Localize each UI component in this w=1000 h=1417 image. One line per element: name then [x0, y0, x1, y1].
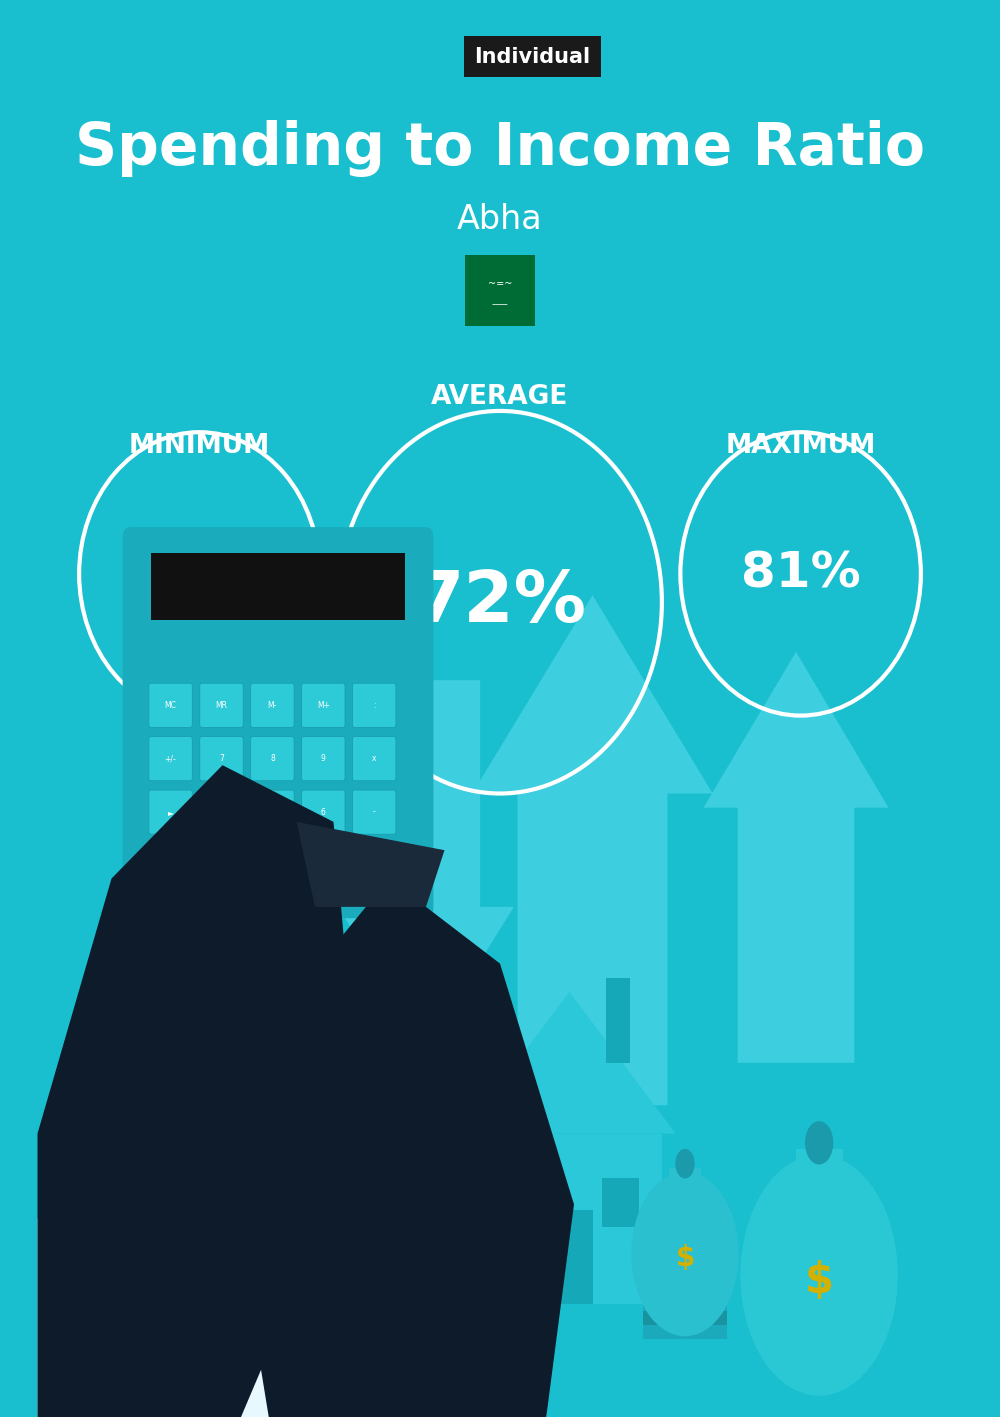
Text: M-: M- — [268, 701, 277, 710]
FancyBboxPatch shape — [200, 843, 243, 887]
FancyBboxPatch shape — [302, 683, 345, 727]
Text: MC: MC — [165, 701, 177, 710]
FancyBboxPatch shape — [149, 843, 192, 887]
Text: ~=~: ~=~ — [488, 278, 512, 289]
Text: 2: 2 — [270, 862, 275, 870]
Text: 7: 7 — [219, 754, 224, 764]
Text: M+: M+ — [317, 701, 330, 710]
FancyBboxPatch shape — [251, 846, 294, 890]
Polygon shape — [222, 1190, 546, 1417]
FancyBboxPatch shape — [465, 255, 535, 326]
FancyBboxPatch shape — [200, 683, 243, 727]
FancyBboxPatch shape — [353, 683, 396, 727]
Circle shape — [631, 1172, 739, 1336]
Text: :: : — [373, 701, 375, 710]
FancyBboxPatch shape — [643, 1322, 727, 1339]
Text: ——: —— — [492, 300, 508, 309]
FancyBboxPatch shape — [302, 737, 345, 781]
Polygon shape — [477, 1134, 662, 1304]
Circle shape — [675, 1149, 695, 1179]
Circle shape — [740, 1155, 898, 1396]
Text: .: . — [271, 863, 274, 873]
Text: $: $ — [675, 1244, 695, 1272]
FancyBboxPatch shape — [643, 1294, 727, 1311]
Text: 81%: 81% — [741, 550, 860, 598]
Text: Abha: Abha — [457, 203, 543, 237]
FancyBboxPatch shape — [200, 791, 243, 835]
FancyBboxPatch shape — [123, 527, 433, 918]
FancyBboxPatch shape — [302, 843, 345, 887]
Text: ►: ► — [168, 808, 174, 816]
FancyBboxPatch shape — [149, 846, 192, 890]
Polygon shape — [338, 680, 514, 1049]
Text: Individual: Individual — [474, 47, 590, 67]
Text: x: x — [372, 754, 376, 764]
FancyBboxPatch shape — [251, 683, 294, 727]
Text: +/-: +/- — [165, 754, 176, 764]
Polygon shape — [241, 879, 574, 1417]
Text: 6: 6 — [321, 808, 326, 816]
FancyBboxPatch shape — [251, 737, 294, 781]
Text: 8: 8 — [270, 754, 275, 764]
FancyBboxPatch shape — [251, 843, 294, 887]
FancyBboxPatch shape — [200, 737, 243, 781]
Text: AVERAGE: AVERAGE — [431, 384, 569, 410]
Text: Spending to Income Ratio: Spending to Income Ratio — [75, 120, 925, 177]
Polygon shape — [472, 595, 713, 1105]
Text: $: $ — [805, 1260, 834, 1302]
FancyBboxPatch shape — [149, 737, 192, 781]
Polygon shape — [704, 652, 888, 1063]
FancyBboxPatch shape — [602, 1178, 639, 1227]
Text: -: - — [373, 808, 376, 816]
FancyBboxPatch shape — [514, 1178, 551, 1227]
Polygon shape — [463, 992, 676, 1134]
Text: 9: 9 — [321, 754, 326, 764]
FancyBboxPatch shape — [251, 791, 294, 835]
Text: MINIMUM: MINIMUM — [129, 434, 270, 459]
FancyBboxPatch shape — [302, 846, 345, 890]
FancyBboxPatch shape — [149, 791, 192, 835]
Text: 72%: 72% — [414, 568, 586, 636]
FancyBboxPatch shape — [353, 843, 396, 887]
Text: 3: 3 — [321, 862, 326, 870]
FancyBboxPatch shape — [151, 553, 405, 619]
Text: MAXIMUM: MAXIMUM — [726, 434, 876, 459]
FancyBboxPatch shape — [643, 1308, 727, 1325]
Text: 64%: 64% — [140, 550, 259, 598]
Text: 0: 0 — [321, 864, 326, 873]
Text: 00: 00 — [166, 864, 175, 873]
Text: 5: 5 — [270, 808, 275, 816]
FancyBboxPatch shape — [546, 1210, 592, 1304]
Text: C/A: C/A — [164, 862, 177, 870]
Circle shape — [805, 1121, 833, 1165]
Text: MR: MR — [215, 701, 227, 710]
FancyBboxPatch shape — [353, 791, 396, 835]
FancyBboxPatch shape — [353, 737, 396, 781]
FancyBboxPatch shape — [669, 1168, 701, 1196]
FancyBboxPatch shape — [606, 978, 630, 1063]
FancyBboxPatch shape — [796, 1149, 843, 1190]
FancyBboxPatch shape — [643, 1280, 727, 1297]
Polygon shape — [37, 765, 361, 1417]
Polygon shape — [37, 1162, 296, 1417]
FancyBboxPatch shape — [302, 791, 345, 835]
FancyBboxPatch shape — [149, 683, 192, 727]
Polygon shape — [296, 822, 444, 907]
Text: 4: 4 — [219, 808, 224, 816]
